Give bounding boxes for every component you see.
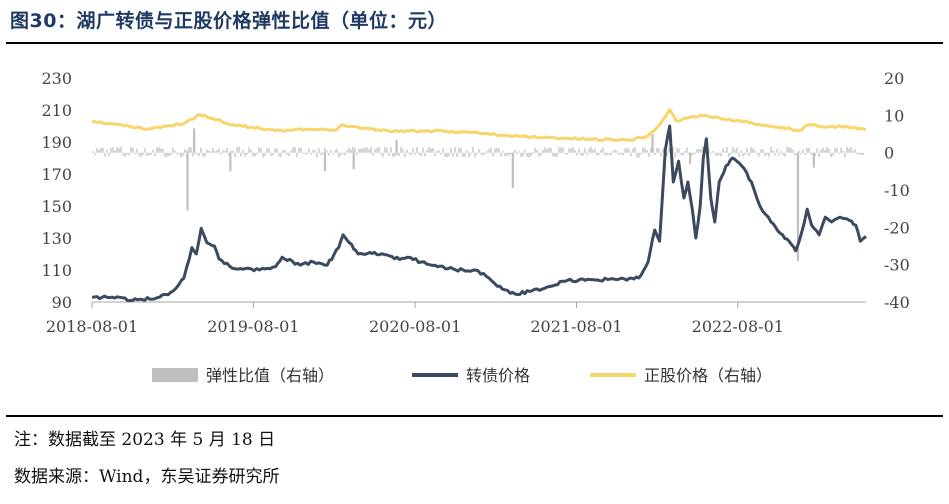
left-tick-label: 210: [41, 101, 72, 120]
right-tick-label: 20: [884, 69, 904, 88]
legend: 弹性比值（右轴） 转债价格 正股价格（右轴）: [152, 366, 772, 385]
x-tick-label: 2019-08-01: [207, 317, 299, 336]
left-tick-label: 130: [41, 229, 72, 248]
left-tick-label: 230: [41, 69, 72, 88]
x-tick-label: 2022-08-01: [692, 317, 784, 336]
left-tick-label: 110: [41, 261, 72, 280]
legend-label-bond: 转债价格: [466, 366, 530, 385]
x-tick-label: 2021-08-01: [530, 317, 622, 336]
legend-swatch-elasticity: [152, 368, 198, 382]
axes-group: 2018-08-01 2019-08-01 2020-08-01 2021-08-01…: [41, 69, 909, 336]
right-tick-label: 10: [884, 106, 904, 125]
bond-price-line: [91, 124, 867, 303]
left-tick-label: 150: [41, 197, 72, 216]
chart-svg: 2018-08-01 2019-08-01 2020-08-01 2021-08-01…: [41, 69, 909, 385]
left-tick-label: 190: [41, 133, 72, 152]
left-tick-label: 90: [52, 293, 72, 312]
right-tick-label: -20: [884, 218, 910, 237]
top-rule: [6, 42, 943, 44]
right-tick-label: 0: [884, 144, 894, 163]
data-source: 数据来源：Wind，东吴证券研究所: [14, 467, 280, 487]
x-tick-label: 2018-08-01: [46, 317, 138, 336]
chart-title: 图30：湖广转债与正股价格弹性比值（单位：元）: [10, 10, 447, 32]
legend-label-stock: 正股价格（右轴）: [644, 366, 772, 385]
elasticity-series: [92, 128, 864, 261]
right-tick-label: -10: [884, 181, 910, 200]
right-tick-label: -40: [884, 293, 910, 312]
stock-price-line: [91, 108, 867, 143]
footnote: 注：数据截至 2023 年 5 月 18 日: [14, 430, 276, 450]
right-tick-label: -30: [884, 256, 910, 275]
elasticity-band: [92, 146, 864, 158]
left-tick-label: 170: [41, 165, 72, 184]
bottom-rule: [6, 415, 943, 417]
legend-label-elasticity: 弹性比值（右轴）: [206, 366, 334, 385]
x-tick-label: 2020-08-01: [369, 317, 461, 336]
